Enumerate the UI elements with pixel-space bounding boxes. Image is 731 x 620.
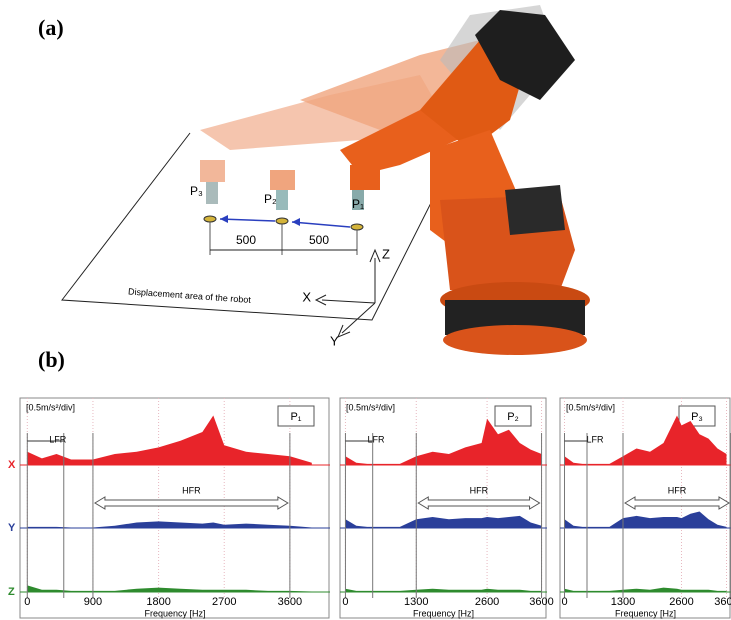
- x-tick-label: 0: [24, 596, 30, 608]
- title-box: [494, 405, 532, 427]
- dimension-label: 500: [236, 233, 256, 247]
- area-label: Displacement area of the robot: [128, 286, 252, 305]
- band-arrow: [417, 496, 541, 510]
- band-label: HFR: [470, 485, 489, 495]
- point-label: P₂: [264, 192, 277, 206]
- axis-label: Z: [382, 246, 390, 261]
- panel-label: (b): [38, 347, 65, 372]
- spectrum-area: [27, 415, 312, 465]
- x-tick-label: 0: [561, 596, 567, 608]
- legend-label: Z: [8, 586, 15, 598]
- x-tick-label: 2600: [669, 596, 693, 608]
- robot: [200, 5, 590, 355]
- spectrum-area: [564, 587, 727, 592]
- band-label: LFR: [367, 434, 385, 444]
- band-arrow: [93, 496, 289, 510]
- spectrum-area: [564, 511, 727, 528]
- spectrum-area: [345, 588, 542, 592]
- spectrum-area: [345, 418, 542, 465]
- band-label: LFR: [49, 434, 67, 444]
- x-tick-label: 1800: [146, 596, 170, 608]
- x-tick-label: 2600: [475, 596, 499, 608]
- x-tick-label: 1300: [404, 596, 428, 608]
- panel-frame: [339, 397, 547, 619]
- legend-label: Y: [8, 522, 16, 534]
- panel-frame: [19, 397, 330, 619]
- x-tick-label: 1300: [611, 596, 635, 608]
- unit-label: [0.5m/s²/div]: [566, 402, 615, 412]
- band-label: LFR: [367, 434, 385, 444]
- x-tick-label: 3600: [714, 596, 731, 608]
- title-box: [678, 405, 716, 427]
- title-box: [277, 405, 315, 427]
- axis-label: Y: [330, 333, 339, 348]
- x-tick-label: 3600: [278, 596, 302, 608]
- panel-frame: [559, 397, 731, 619]
- chart-title: P₃: [691, 411, 703, 423]
- points: [203, 215, 364, 255]
- point-label: P₁: [352, 197, 364, 211]
- band-label: LFR: [587, 434, 605, 444]
- x-tick-label: 2700: [212, 596, 236, 608]
- axes-triad: [314, 248, 381, 338]
- x-axis-label: Frequency [Hz]: [615, 608, 676, 618]
- axis-label: X: [302, 289, 311, 304]
- dimension-label: 500: [309, 233, 329, 247]
- band-label: LFR: [49, 434, 67, 444]
- spectrum-area: [27, 585, 312, 592]
- chart-title: P₁: [290, 411, 301, 423]
- displacement-plane: [61, 132, 441, 321]
- spectrum-area: [27, 521, 312, 528]
- band-arrow: [624, 496, 730, 510]
- x-axis-label: Frequency [Hz]: [413, 608, 474, 618]
- panel-label: (a): [38, 15, 64, 40]
- spectrum-area: [345, 515, 542, 528]
- legend-label: X: [8, 459, 16, 471]
- spectrum-area: [564, 415, 727, 465]
- x-tick-label: 0: [342, 596, 348, 608]
- unit-label: [0.5m/s²/div]: [346, 402, 395, 412]
- band-label: LFR: [587, 434, 605, 444]
- point-label: P₃: [190, 184, 203, 198]
- x-tick-label: 900: [84, 596, 102, 608]
- x-axis-label: Frequency [Hz]: [144, 608, 205, 618]
- chart-title: P₂: [507, 411, 519, 423]
- unit-label: [0.5m/s²/div]: [26, 402, 75, 412]
- x-tick-label: 3600: [529, 596, 553, 608]
- band-label: HFR: [668, 485, 687, 495]
- band-label: HFR: [182, 485, 201, 495]
